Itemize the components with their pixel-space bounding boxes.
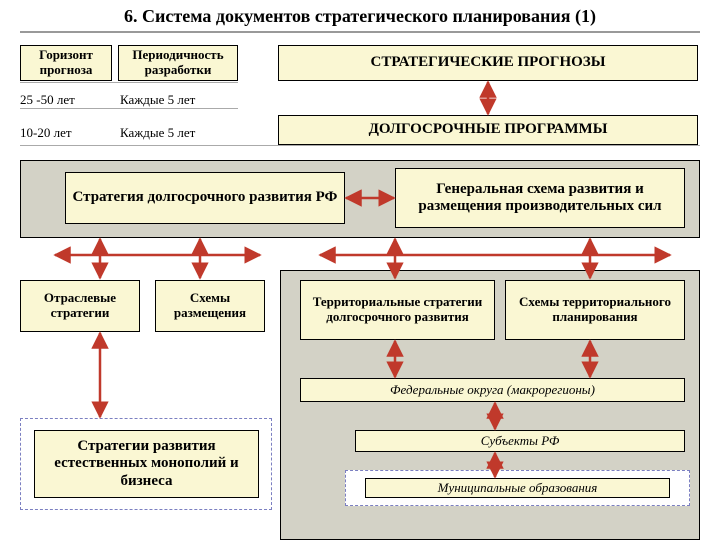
box-federal-districts: Федеральные округа (макрорегионы) xyxy=(300,378,685,402)
box-monopolies: Стратегии развития естественных монополи… xyxy=(34,430,259,498)
box-municipal: Муниципальные образования xyxy=(365,478,670,498)
banner-longterm-programs: ДОЛГОСРОЧНЫЕ ПРОГРАММЫ xyxy=(278,115,698,145)
col-header-period: Периодичность разработки xyxy=(118,45,238,81)
box-branch-strategies: Отраслевые стратегии xyxy=(20,280,140,332)
row1-period: Каждые 5 лет xyxy=(120,92,195,108)
box-territorial-planning-schemes: Схемы территориального планирования xyxy=(505,280,685,340)
row2-horizon: 10-20 лет xyxy=(20,125,72,141)
box-placement-schemes: Схемы размещения xyxy=(155,280,265,332)
col-header-horizon: Горизонт прогноза xyxy=(20,45,112,81)
row2-period: Каждые 5 лет xyxy=(120,125,195,141)
box-general-scheme: Генеральная схема развития и размещения … xyxy=(395,168,685,228)
box-subjects-rf: Субъекты РФ xyxy=(355,430,685,452)
box-territorial-strategies: Территориальные стратегии долгосрочного … xyxy=(300,280,495,340)
row1-horizon: 25 -50 лет xyxy=(20,92,75,108)
diagram-title: 6. Система документов стратегического пл… xyxy=(0,0,720,31)
banner-strategic-forecasts: СТРАТЕГИЧЕСКИЕ ПРОГНОЗЫ xyxy=(278,45,698,81)
box-strategy-rf: Стратегия долгосрочного развития РФ xyxy=(65,172,345,224)
